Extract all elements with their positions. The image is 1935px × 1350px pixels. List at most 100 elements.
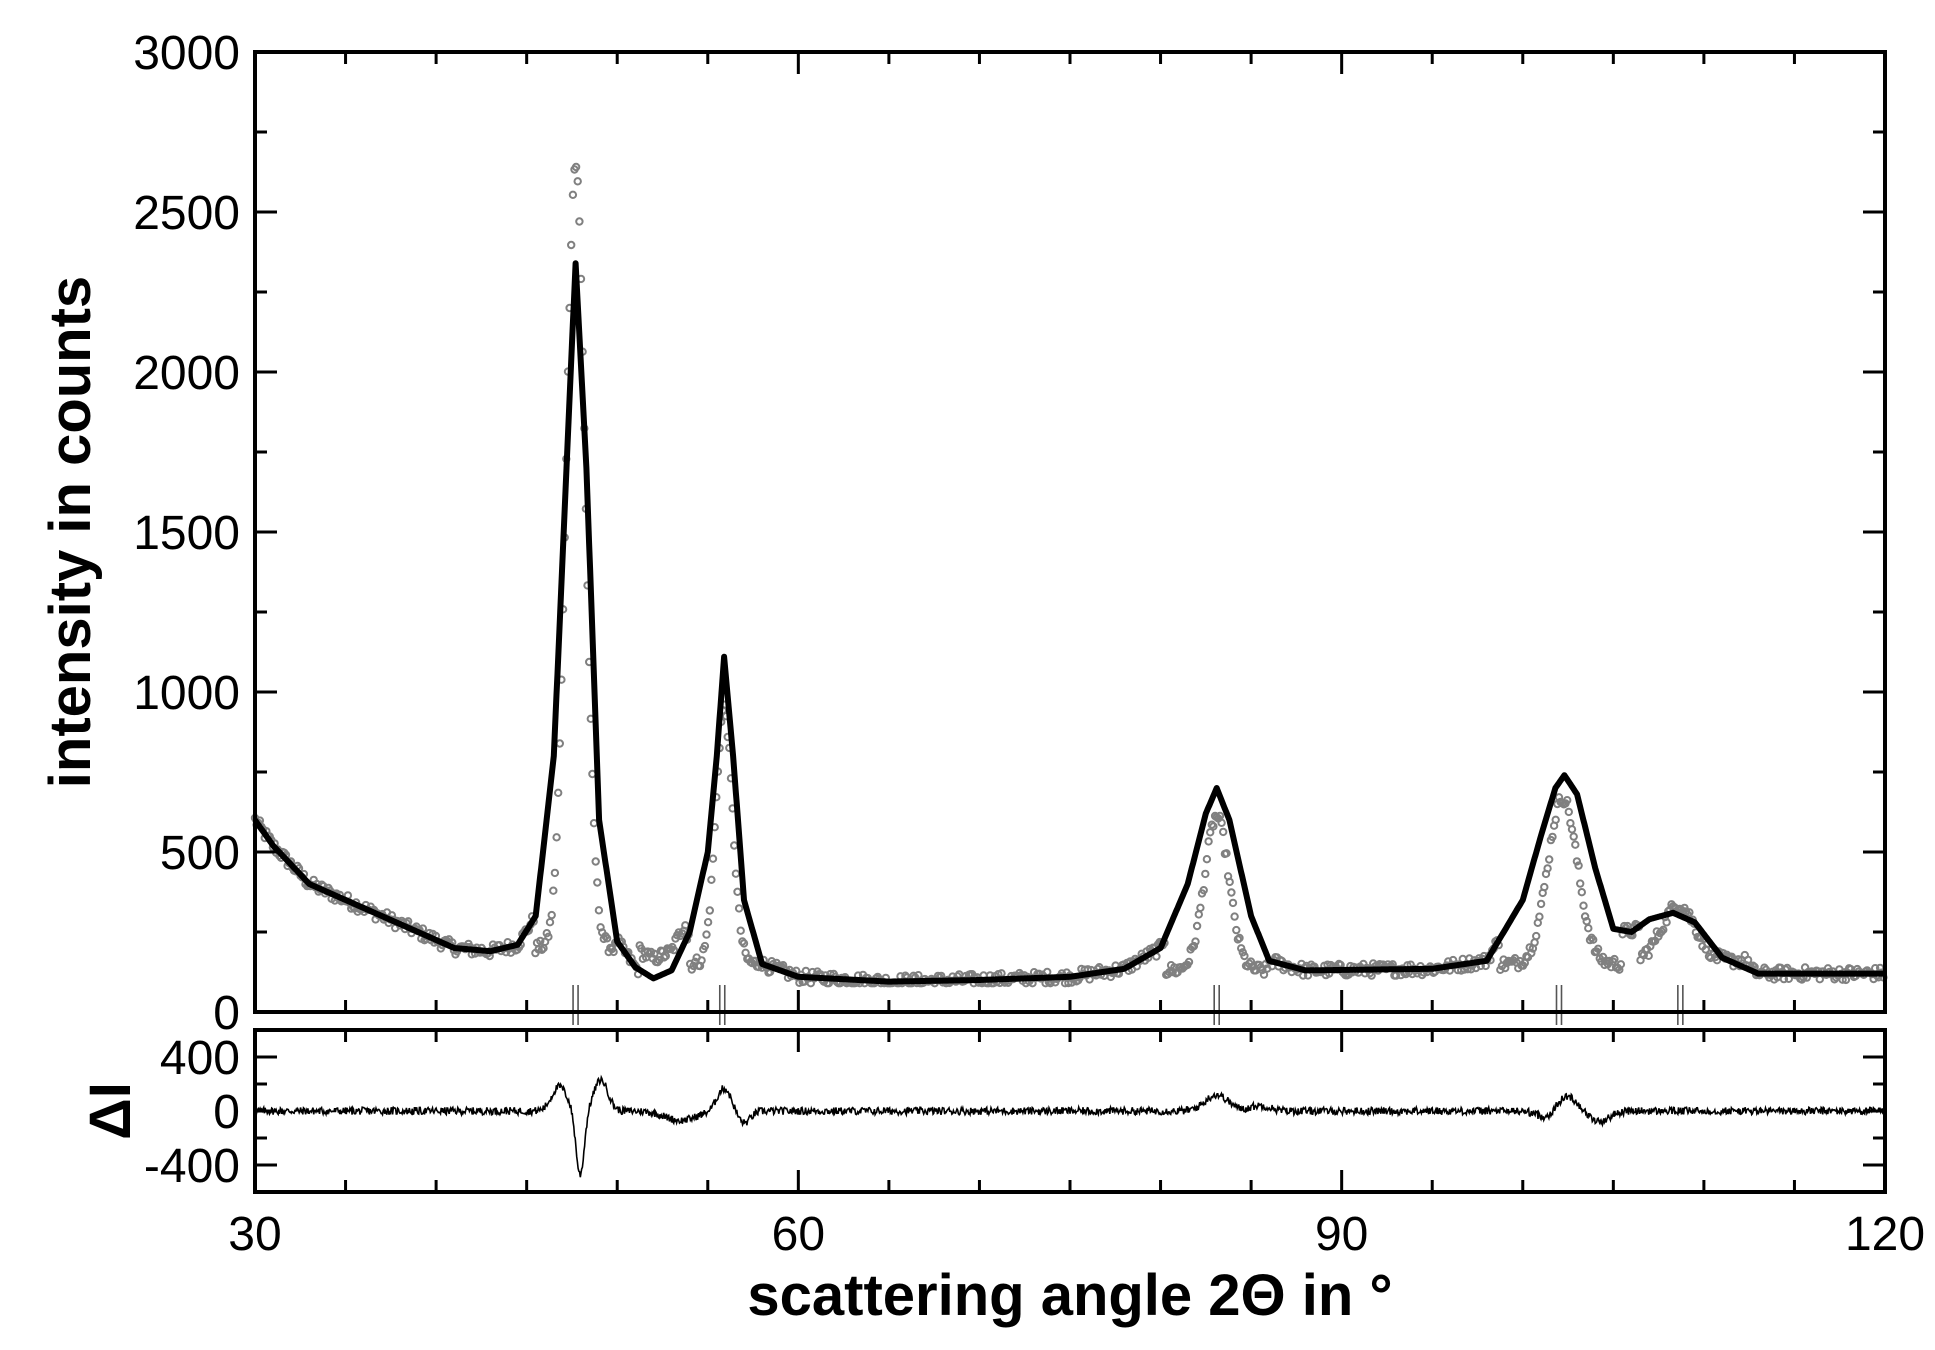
- difference-plot-frame: [253, 1028, 1887, 1194]
- main-plot-frame: [253, 50, 1887, 1014]
- measured-point: [1580, 912, 1590, 921]
- measured-point: [1659, 925, 1668, 934]
- measured-point: [1237, 944, 1246, 953]
- measured-point: [730, 841, 739, 850]
- main-axis-ticks: 0 500 1000 1500 2000 2500 3000: [133, 27, 1887, 1040]
- measured-point: [661, 951, 670, 961]
- x-axis-title: scattering angle 2Θ in °: [747, 1263, 1392, 1328]
- reflection-marker: [1677, 985, 1684, 1025]
- measured-point: [1743, 955, 1753, 965]
- measured-point: [1204, 837, 1213, 846]
- measured-point: [554, 788, 563, 797]
- measured-point: [1202, 855, 1212, 864]
- x-tick-label: 90: [1315, 1208, 1368, 1261]
- reflection-marker: [572, 985, 579, 1025]
- diff-y-tick-label: -400: [144, 1140, 240, 1193]
- x-tick-label: 60: [772, 1208, 825, 1261]
- measured-point: [1217, 818, 1226, 827]
- measured-point: [537, 945, 547, 954]
- measured-point: [1194, 910, 1204, 919]
- measured-point: [1610, 954, 1619, 964]
- measured-point: [573, 177, 582, 186]
- difference-curve: [254, 1074, 1886, 1178]
- measured-point: [697, 956, 706, 965]
- measured-point: [731, 869, 741, 878]
- measured-point: [703, 918, 713, 927]
- fit-curve: [252, 260, 1888, 985]
- measured-point: [567, 240, 576, 250]
- measured-point: [1644, 951, 1653, 960]
- measured-point: [1232, 925, 1241, 935]
- x-axis-ticks: 30 60 90 120: [228, 1208, 1925, 1261]
- measured-point: [1551, 815, 1560, 824]
- measured-point: [609, 947, 618, 957]
- measured-point: [1567, 825, 1577, 834]
- measured-point: [602, 934, 612, 943]
- measured-point: [1228, 898, 1238, 908]
- y-tick-label: 1500: [133, 507, 240, 560]
- y-tick-label: 1000: [133, 667, 240, 720]
- measured-point: [1227, 888, 1236, 897]
- diff-y-tick-label: 0: [213, 1086, 240, 1139]
- measured-point: [1535, 912, 1544, 921]
- measured-point: [593, 878, 602, 887]
- y-axis-title: intensity in counts: [38, 276, 103, 788]
- measured-point: [705, 906, 714, 915]
- measured-point: [700, 941, 710, 951]
- difference-axis-title: ΔI: [78, 1082, 143, 1140]
- measured-point: [1258, 965, 1267, 975]
- measured-point: [1196, 903, 1205, 912]
- reflection-marker: [1555, 985, 1563, 1025]
- measured-point: [1209, 822, 1218, 831]
- measured-point: [1589, 935, 1598, 944]
- measured-point: [650, 949, 659, 958]
- measured-point: [1571, 840, 1580, 849]
- measured-point: [1189, 941, 1199, 951]
- measured-point: [1259, 970, 1269, 979]
- measured-point: [1616, 960, 1626, 969]
- measured-point: [707, 875, 716, 884]
- measured-point: [1530, 938, 1539, 947]
- measured-point: [1582, 917, 1591, 926]
- measured-point: [1576, 879, 1585, 888]
- y-tick-label: 0: [213, 987, 240, 1040]
- measured-point: [1685, 908, 1694, 917]
- measured-point: [1593, 944, 1603, 953]
- measured-point: [1225, 877, 1234, 887]
- reflection-marker: [1213, 985, 1220, 1025]
- measured-point: [571, 162, 581, 172]
- measured-point: [1199, 886, 1208, 895]
- measured-point: [1192, 921, 1202, 931]
- measured-point: [1569, 832, 1578, 841]
- measured-point: [568, 190, 578, 200]
- y-tick-label: 3000: [133, 27, 240, 80]
- measured-point: [1545, 855, 1554, 864]
- measured-point: [547, 910, 556, 920]
- reflection-marker: [718, 985, 726, 1025]
- main-data-layer: [250, 162, 1888, 1025]
- measured-point: [1536, 899, 1546, 909]
- measured-point: [801, 966, 811, 976]
- measured-point: [1554, 793, 1564, 802]
- y-tick-label: 2000: [133, 347, 240, 400]
- difference-data-layer: [254, 1074, 1886, 1178]
- measured-point: [1184, 957, 1194, 967]
- measured-point: [1219, 827, 1228, 837]
- measured-point: [1572, 857, 1582, 866]
- measured-point: [1548, 832, 1557, 842]
- measured-point: [550, 868, 560, 878]
- measured-point: [708, 854, 718, 863]
- measured-point: [702, 930, 711, 939]
- measured-point: [1240, 951, 1249, 961]
- measured-point: [1662, 918, 1671, 927]
- measured-point: [552, 833, 561, 842]
- x-tick-label: 30: [228, 1208, 281, 1261]
- measured-point: [534, 945, 543, 954]
- measured-point: [555, 739, 564, 748]
- measured-point: [733, 887, 742, 896]
- measured-point: [575, 217, 584, 226]
- measured-point: [1540, 882, 1549, 892]
- measured-point: [1222, 849, 1231, 858]
